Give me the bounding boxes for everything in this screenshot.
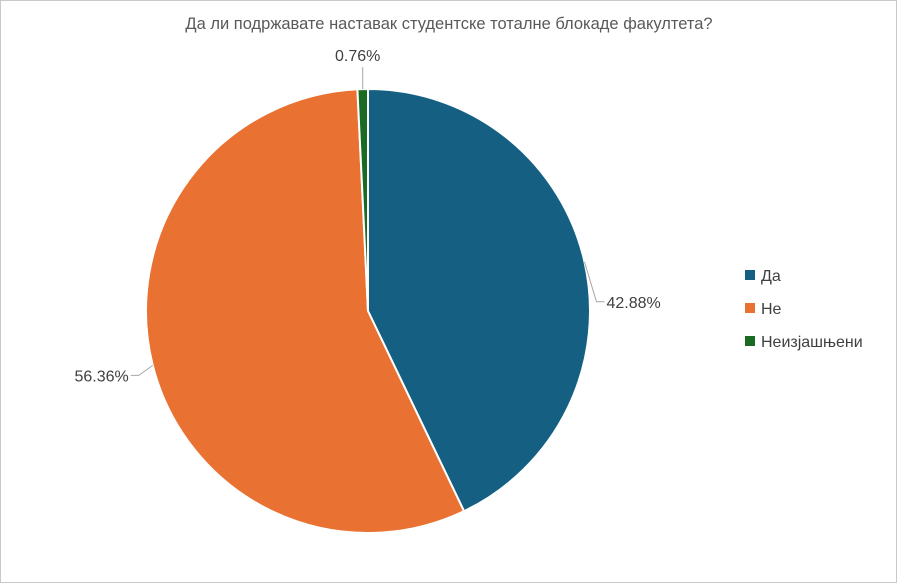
legend-label-1: Да [761,268,781,285]
data-label-1: 42.88% [606,295,660,312]
leader-line-1 [583,261,605,303]
legend-swatch-3 [745,336,755,346]
chart-title: Да ли подржавате наставак студентске тот… [185,15,712,33]
legend-swatch-2 [745,303,755,313]
leader-lines [130,67,605,376]
legend-item-1: Да [745,268,781,285]
legend-label-3: Неизјашњени [761,334,863,351]
slice-1 [367,87,591,513]
pie-slices [145,87,591,534]
legend-item-3: Неизјашњени [745,334,863,351]
leader-line-2 [130,364,154,376]
slice-3 [356,87,369,312]
legend-item-2: Не [745,301,782,318]
data-label-2: 56.36% [75,368,129,385]
legend-swatch-1 [745,270,755,280]
legend-label-2: Не [761,301,782,318]
data-label-3: 0.76% [335,48,380,65]
data-labels: 42.88% 56.36% 0.76% [75,48,661,385]
legend: Да Не Неизјашњени [745,268,863,351]
